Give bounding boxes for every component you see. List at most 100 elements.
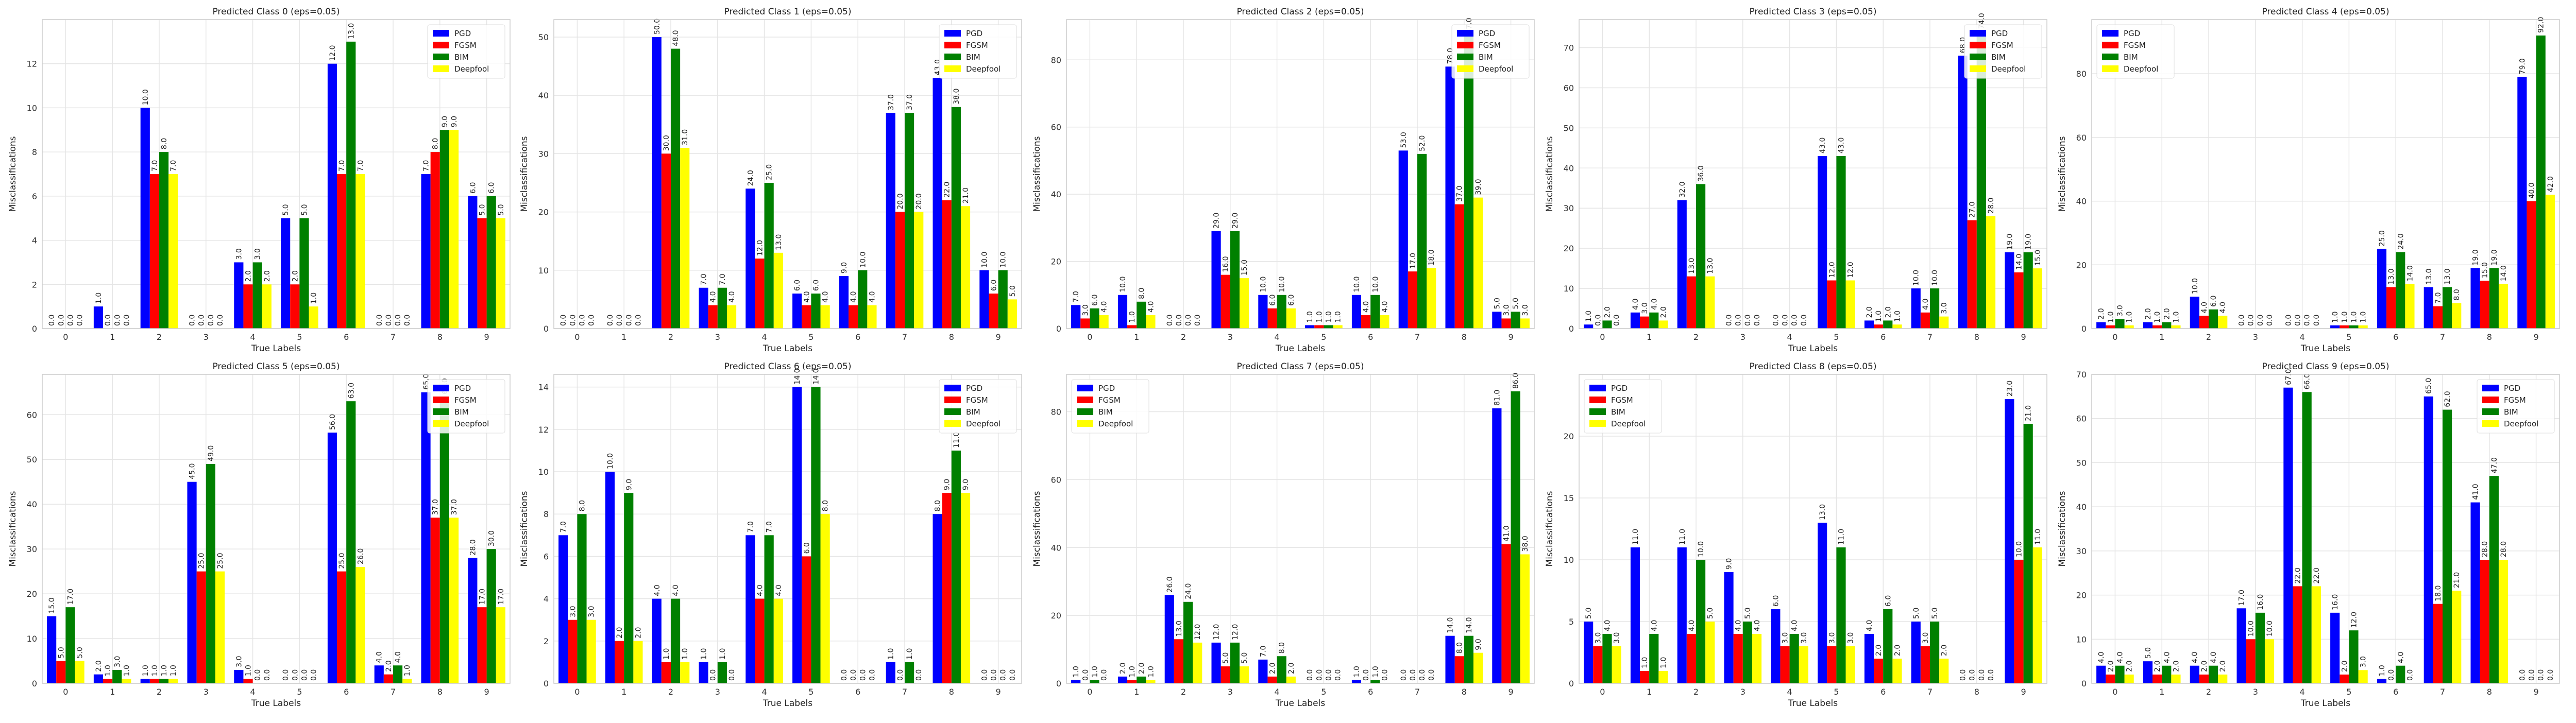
bar-fgsm-1 <box>2153 674 2162 683</box>
bar-value-label: 4.0 <box>1922 299 1930 310</box>
x-axis-label: True Labels <box>2300 698 2350 709</box>
bar-value-label: 4.0 <box>1866 620 1874 631</box>
bar-pgd-5 <box>2330 612 2340 683</box>
bar-value-label: 8.0 <box>578 500 586 511</box>
bar-value-label: 13.0 <box>2425 268 2433 284</box>
bar-fgsm-9 <box>1501 318 1511 329</box>
y-tick-label: 30 <box>1564 203 1574 213</box>
bar-value-label: 10.0 <box>1912 270 1921 286</box>
y-tick-label: 0 <box>32 679 37 688</box>
bar-value-label: 13.0 <box>2444 268 2452 284</box>
x-tick-label: 9 <box>1509 687 1514 697</box>
bar-value-label: 10.0 <box>2015 541 2024 557</box>
bar-value-label: 4.0 <box>1147 301 1155 313</box>
bar-value-label: 27.0 <box>1969 201 1977 217</box>
bar-pgd-9 <box>2005 399 2014 683</box>
bar-value-label: 10.0 <box>1259 277 1267 292</box>
legend: PGD FGSM BIM Deepfool <box>1964 24 2042 79</box>
bar-value-label: 13.0 <box>2387 268 2396 284</box>
legend: PGD FGSM BIM Deepfool <box>2096 24 2175 79</box>
y-tick-label: 12 <box>538 425 549 435</box>
bar-pgd-4 <box>745 535 755 683</box>
bar-value-label: 41.0 <box>2472 484 2480 500</box>
bar-value-label: 0.0 <box>376 315 384 326</box>
bar-pgd-2 <box>2190 297 2199 329</box>
legend-label-fgsm: FGSM <box>1098 395 1121 405</box>
bar-bim-4 <box>2302 392 2312 683</box>
bar-bim-3 <box>1230 231 1240 329</box>
bar-deepfool-3 <box>726 305 737 329</box>
bar-fgsm-1 <box>615 641 624 683</box>
bar-value-label: 0.0 <box>385 315 393 326</box>
bar-value-label: 2.0 <box>1659 306 1668 318</box>
bar-value-label: 8.0 <box>934 500 942 511</box>
bar-bim-2 <box>2209 309 2218 329</box>
bar-pgd-7 <box>1398 150 1408 329</box>
bar-bim-0 <box>1602 320 1612 329</box>
bar-fgsm-4 <box>243 679 253 683</box>
bar-value-label: 0.0 <box>1334 669 1343 681</box>
bar-value-label: 0.0 <box>616 315 624 326</box>
bar-value-label: 31.0 <box>681 129 689 145</box>
x-tick-label: 8 <box>1462 332 1467 342</box>
bar-value-label: 10.0 <box>142 89 150 105</box>
bar-value-label: 6.0 <box>469 182 477 194</box>
bar-pgd-2 <box>652 37 662 329</box>
legend-label-fgsm: FGSM <box>1991 41 2013 50</box>
bar-fgsm-9 <box>477 218 487 329</box>
bar-value-label: 9.0 <box>441 116 449 127</box>
bar-fgsm-9 <box>477 607 487 683</box>
bar-value-label: 21.0 <box>2025 405 2033 421</box>
x-tick-label: 5 <box>808 687 814 697</box>
bar-value-label: 10.0 <box>1697 541 1705 557</box>
bar-deepfool-0 <box>2124 325 2134 329</box>
bar-bim-2 <box>2209 665 2218 683</box>
legend-swatch-deepfool <box>1077 420 1093 427</box>
bar-deepfool-7 <box>1939 659 1949 683</box>
bar-deepfool-5 <box>1845 646 1855 683</box>
y-tick-label: 60 <box>2076 133 2087 143</box>
y-tick-label: 0 <box>1056 679 1061 688</box>
bar-value-label: 1.0 <box>1371 666 1380 677</box>
y-tick-label: 5 <box>1569 617 1574 627</box>
bar-value-label: 6.0 <box>812 280 820 291</box>
bar-fgsm-0 <box>2106 325 2115 329</box>
x-tick-label: 5 <box>808 332 814 342</box>
y-tick-label: 20 <box>1564 244 1574 253</box>
x-tick-label: 5 <box>297 332 302 342</box>
bar-fgsm-5 <box>2340 674 2349 683</box>
x-tick-label: 2 <box>1181 332 1186 342</box>
bar-value-label: 23.0 <box>2006 381 2014 397</box>
legend-swatch-fgsm <box>433 42 449 48</box>
plot-frame <box>1066 374 1535 684</box>
legend-swatch-deepfool <box>1589 420 1606 427</box>
legend-label-deepfool: Deepfool <box>454 419 489 428</box>
bar-fgsm-6 <box>1874 324 1884 329</box>
legend-label-pgd: PGD <box>1098 384 1115 393</box>
bar-pgd-4 <box>234 262 244 329</box>
bar-value-label: 1.0 <box>2331 312 2340 323</box>
x-tick-label: 1 <box>1647 687 1652 697</box>
bar-pgd-5 <box>1305 325 1315 329</box>
plot-frame <box>1066 19 1535 329</box>
bar-bim-4 <box>1277 656 1286 683</box>
chart-title: Predicted Class 3 (eps=0.05) <box>1749 7 1876 17</box>
bar-fgsm-5 <box>1827 646 1837 683</box>
bar-value-label: 9.0 <box>943 479 952 490</box>
bar-value-label: 2.0 <box>385 660 393 672</box>
bar-fgsm-2 <box>661 153 671 329</box>
bar-value-label: 0.0 <box>1325 669 1333 681</box>
bar-deepfool-3 <box>215 571 225 683</box>
x-tick-label: 0 <box>2112 332 2117 342</box>
bar-value-label: 79.0 <box>2518 58 2527 74</box>
legend-swatch-pgd <box>2482 385 2499 391</box>
bar-deepfool-1 <box>633 641 643 683</box>
bar-value-label: 25.0 <box>198 553 206 569</box>
bar-fgsm-9 <box>1501 544 1511 683</box>
legend-swatch-pgd <box>944 385 961 391</box>
bar-value-label: 5.0 <box>1744 608 1752 619</box>
x-tick-label: 8 <box>437 687 443 697</box>
bar-pgd-6 <box>327 63 337 329</box>
bar-value-label: 1.0 <box>142 665 150 676</box>
bar-bim-5 <box>1836 547 1846 683</box>
